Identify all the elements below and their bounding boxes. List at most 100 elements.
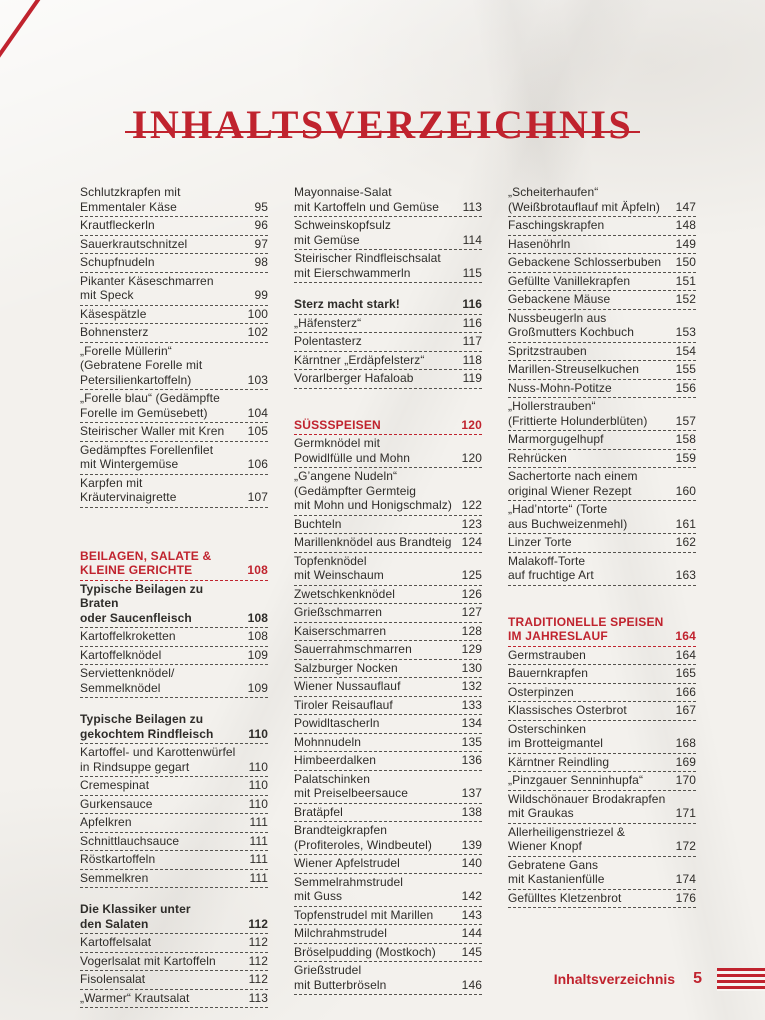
entry-page-number: 102 — [247, 325, 268, 339]
entry-title: „Hollerstrauben“ (Frittierte Holunderblü… — [508, 399, 648, 428]
toc-entry: Steirischer Rindfleischsalat mit Eiersch… — [294, 250, 482, 283]
entry-title: Klassisches Osterbrot — [508, 703, 627, 717]
entry-page-number: 114 — [462, 232, 482, 247]
entry-page-number: 165 — [675, 666, 696, 680]
entry-page-number: 133 — [461, 697, 482, 712]
entry-title: Gefüllte Vanillekrapfen — [508, 273, 631, 288]
toc-entry: Wiener Nussauflauf 132 — [294, 678, 482, 697]
toc-entry: Karpfen mit Kräutervinaigrette 107 — [80, 475, 268, 508]
entry-page-number: 168 — [675, 736, 696, 750]
entry-page-number: 110 — [248, 759, 268, 774]
toc-entry: Schupfnudeln 98 — [80, 254, 268, 273]
entry-page-number: 132 — [461, 679, 482, 693]
entry-page-number: 129 — [461, 642, 482, 656]
entry-page-number: 106 — [247, 457, 268, 471]
toc-entry: Germknödel mit Powidlfülle und Mohn 120 — [294, 435, 482, 468]
entry-title: Marillenknödel aus Brandteig — [294, 535, 452, 549]
entry-page-number: 152 — [675, 292, 696, 306]
toc-entry: Fisolensalat 112 — [80, 971, 268, 990]
toc-column-2: Mayonnaise-Salat mit Kartoffeln und Gemü… — [294, 184, 482, 1008]
entry-title: Wiener Nussauflauf — [294, 679, 401, 693]
entry-title: Milchrahmstrudel — [294, 926, 387, 940]
toc-entry: Milchrahmstrudel 144 — [294, 925, 482, 944]
toc-entry: Sauerrahmschmarren 129 — [294, 641, 482, 660]
entry-page-number: 118 — [462, 352, 482, 367]
section-spacer — [80, 508, 268, 548]
entry-title: „Had’ntorte“ (Torte aus Buchweizenmehl) — [508, 502, 628, 531]
toc-entry: Steirischer Waller mit Kren 105 — [80, 423, 268, 442]
toc-entry: „G’angene Nudeln“ (Gedämpfter Germteig m… — [294, 468, 482, 516]
title-underline-rule — [125, 131, 640, 133]
toc-entry: Osterschinken im Brotteigmantel 168 — [508, 721, 696, 754]
entry-page-number: 158 — [675, 432, 696, 446]
entry-title: Käsespätzle — [80, 306, 147, 321]
entry-title: Bauernkrapfen — [508, 666, 589, 680]
entry-title: Sterz macht stark! — [294, 297, 400, 311]
entry-title: Osterschinken im Brotteigmantel — [508, 721, 604, 751]
entry-page-number: 149 — [675, 236, 696, 251]
toc-entry: Röstkartoffeln 111 — [80, 851, 268, 870]
toc-entry: Kärntner „Erdäpfelsterz“ 118 — [294, 352, 482, 370]
entry-title: „Forelle blau“ (Gedämpfte Forelle im Gem… — [80, 391, 220, 420]
entry-page-number: 117 — [462, 334, 482, 348]
entry-title: Topfenstrudel mit Marillen — [294, 907, 434, 922]
entry-title: Wiener Apfelstrudel — [294, 856, 400, 870]
entry-title: Karpfen mit Kräutervinaigrette — [80, 475, 177, 505]
entry-title: Schlutzkrapfen mit Emmentaler Käse — [80, 185, 181, 214]
toc-column-3: „Scheiterhaufen“ (Weißbrotauflauf mit Äp… — [508, 184, 696, 1008]
entry-title: Hasenöhrln — [508, 236, 571, 251]
footer-section-label: Inhaltsverzeichnis — [553, 971, 676, 987]
entry-title: Rehrücken — [508, 450, 567, 465]
toc-entry: Kärntner Reindling 169 — [508, 754, 696, 772]
toc-entry: Kartoffelknödel 109 — [80, 647, 268, 665]
entry-title: Kartoffel- und Karottenwürfel in Rindsup… — [80, 745, 236, 774]
entry-page-number: 100 — [247, 306, 268, 321]
entry-title: Nussbeugerln aus Großmutters Kochbuch — [508, 310, 635, 340]
entry-page-number: 137 — [461, 786, 482, 800]
toc-entry: Osterpinzen 166 — [508, 684, 696, 702]
toc-entry: Nussbeugerln aus Großmutters Kochbuch 153 — [508, 310, 696, 343]
entry-title: Krautfleckerln — [80, 218, 155, 232]
entry-page-number: 172 — [675, 839, 696, 853]
entry-title: Die Klassiker unter den Salaten — [80, 902, 191, 931]
entry-title: Vogerlsalat mit Kartoffeln — [80, 953, 216, 968]
toc-entry: Klassisches Osterbrot 167 — [508, 702, 696, 721]
section-spacer — [294, 283, 482, 296]
toc-entry: Germstrauben 164 — [508, 647, 696, 665]
toc-entry: Pikanter Käseschmarren mit Speck 99 — [80, 273, 268, 306]
toc-entry: „Häfensterz“ 116 — [294, 315, 482, 333]
toc-entry: Marillen-Streuselkuchen 155 — [508, 361, 696, 380]
toc-entry: Palatschinken mit Preiselbeersauce 137 — [294, 771, 482, 804]
toc-entry: Marillenknödel aus Brandteig 124 — [294, 534, 482, 553]
toc-entry: Faschingskrapfen 148 — [508, 217, 696, 236]
entry-page-number: 145 — [461, 944, 482, 959]
section-spacer — [80, 698, 268, 711]
entry-title: Himbeerdalken — [294, 753, 377, 767]
entry-page-number: 125 — [461, 568, 482, 582]
toc-entry: Schnittlauchsauce 111 — [80, 833, 268, 851]
toc-section-heading: TRADITIONELLE SPEISEN IM JAHRESLAUF 164 — [508, 614, 696, 647]
entry-title: Typische Beilagen zu gekochtem Rindfleis… — [80, 712, 214, 741]
section-spacer — [80, 888, 268, 901]
entry-page-number: 109 — [247, 647, 268, 662]
toc-entry: Hasenöhrln 149 — [508, 236, 696, 254]
entry-page-number: 164 — [675, 647, 696, 662]
entry-title: Topfenknödel mit Weinschaum — [294, 553, 384, 583]
entry-title: Germstrauben — [508, 647, 586, 662]
entry-title: Grießstrudel mit Butterbröseln — [294, 963, 387, 992]
toc-entry: Topfenknödel mit Weinschaum 125 — [294, 553, 482, 586]
section-spacer — [508, 586, 696, 614]
entry-title: Semmelrahmstrudel mit Guss — [294, 874, 404, 904]
toc-entry: Salzburger Nocken 130 — [294, 660, 482, 678]
toc-entry: Linzer Torte 162 — [508, 534, 696, 553]
toc-entry: Vorarlberger Hafaloab 119 — [294, 370, 482, 389]
entry-title: Germknödel mit Powidlfülle und Mohn — [294, 436, 411, 465]
toc-entry: Tiroler Reisauflauf 133 — [294, 697, 482, 715]
entry-title: Sachertorte nach einem original Wiener R… — [508, 469, 638, 498]
toc-entry: Käsespätzle 100 — [80, 306, 268, 324]
entry-title: Grießschmarren — [294, 605, 383, 619]
entry-title: Kartoffelknödel — [80, 647, 162, 662]
entry-page-number: 119 — [462, 371, 482, 385]
entry-page-number: 150 — [675, 255, 696, 269]
toc-entry: Marmorgugelhupf 158 — [508, 431, 696, 450]
